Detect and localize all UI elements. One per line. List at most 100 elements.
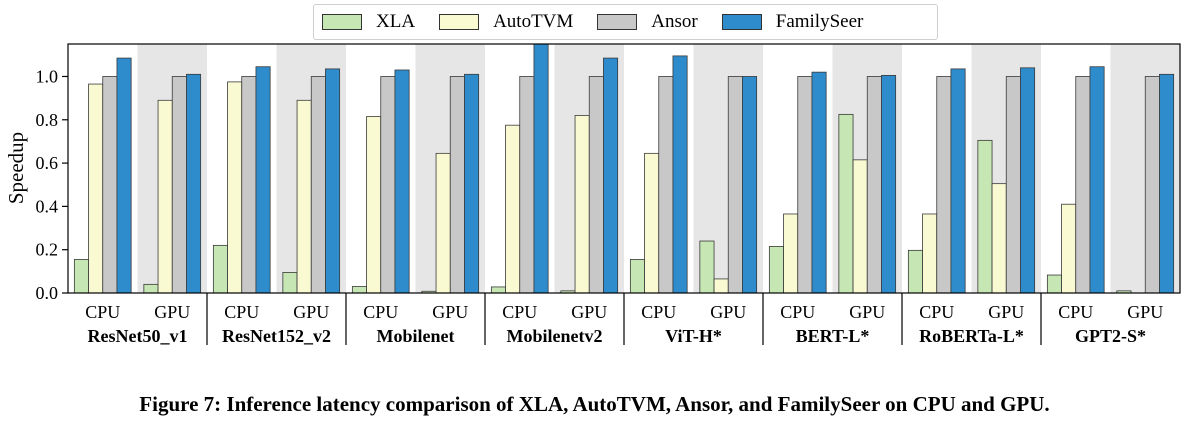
bar-familyseer xyxy=(1159,73,1175,294)
x-tick-label: GPU xyxy=(849,302,885,322)
bar-xla xyxy=(490,286,506,294)
bar-autotvm xyxy=(157,99,173,294)
bar-autotvm xyxy=(505,124,521,294)
bar-xla xyxy=(282,272,298,294)
bar-familyseer xyxy=(881,74,897,294)
bar-ansor xyxy=(936,76,952,294)
bar-autotvm xyxy=(88,83,104,294)
bar-familyseer xyxy=(742,76,758,294)
x-tick-label: CPU xyxy=(85,302,120,322)
axes: 0.0 0.2 0.4 0.6 0.8 1.0 CPU GPU CPU GPU CPU GPU CPU G… xyxy=(36,43,1181,346)
legend-item-autotvm: AutoTVM xyxy=(439,11,573,33)
x-tick-label: GPU xyxy=(571,302,607,322)
bar-ansor xyxy=(797,76,813,294)
group-label: ResNet50_v1 xyxy=(88,326,188,346)
bar-ansor xyxy=(588,76,604,294)
group-label: Mobilenet xyxy=(377,326,455,346)
bar-familyseer xyxy=(255,66,271,294)
bar-autotvm xyxy=(435,152,451,294)
legend-swatch xyxy=(721,14,762,30)
x-tick-label: GPU xyxy=(293,302,329,322)
bar-autotvm xyxy=(227,81,243,294)
group-label: BERT-L* xyxy=(796,326,870,346)
x-tick-label: CPU xyxy=(1058,302,1093,322)
chart: 0.0 0.2 0.4 0.6 0.8 1.0 CPU GPU CPU GPU CPU GPU CPU G… xyxy=(4,43,1181,346)
y-axis-label: Speedup xyxy=(4,132,28,204)
bar-familyseer xyxy=(325,68,341,294)
bar-xla xyxy=(977,139,993,294)
group-label: ResNet152_v2 xyxy=(222,326,331,346)
bar-ansor xyxy=(1144,76,1160,294)
bar-autotvm xyxy=(991,183,1007,294)
bar-autotvm xyxy=(713,278,729,294)
bar-familyseer xyxy=(394,69,410,294)
bar-xla xyxy=(73,259,89,294)
bar-xla xyxy=(699,240,715,294)
legend-item-ansor: Ansor xyxy=(597,11,698,33)
bar-autotvm xyxy=(574,115,590,294)
bar-xla xyxy=(143,283,159,294)
x-tick-label: GPU xyxy=(432,302,468,322)
x-tick-label: CPU xyxy=(224,302,259,322)
bar-xla xyxy=(838,113,854,294)
bars xyxy=(73,43,1175,294)
bar-autotvm xyxy=(296,99,312,294)
x-tick-label: CPU xyxy=(641,302,676,322)
x-tick-label: GPU xyxy=(988,302,1024,322)
bar-ansor xyxy=(1005,76,1021,294)
legend-label: Ansor xyxy=(651,11,698,32)
bar-familyseer xyxy=(186,73,202,294)
bar-autotvm xyxy=(852,159,868,294)
bar-xla xyxy=(351,286,367,294)
legend-item-familyseer: FamilySeer xyxy=(721,11,864,33)
figure-caption: Figure 7: Inference latency comparison o… xyxy=(139,392,1050,416)
y-tick-label: 0.8 xyxy=(36,110,59,130)
bar-familyseer xyxy=(1020,67,1036,294)
bar-ansor xyxy=(658,76,674,294)
legend-swatch xyxy=(322,14,362,30)
bar-familyseer xyxy=(672,55,688,294)
x-tick-label: CPU xyxy=(502,302,537,322)
legend-label: AutoTVM xyxy=(493,11,574,32)
bar-autotvm xyxy=(922,213,938,294)
bar-ansor xyxy=(727,76,743,294)
legend: XLA AutoTVM Ansor FamilySeer xyxy=(313,4,938,40)
bar-ansor xyxy=(449,76,465,294)
bar-familyseer xyxy=(464,73,480,294)
bar-ansor xyxy=(519,76,535,294)
bar-autotvm xyxy=(644,152,660,294)
x-tick-label: CPU xyxy=(363,302,398,322)
bar-ansor xyxy=(866,76,882,294)
bar-ansor xyxy=(1075,76,1091,294)
bar-ansor xyxy=(171,76,187,294)
bar-familyseer xyxy=(950,68,966,294)
bar-xla xyxy=(629,259,645,294)
bar-xla xyxy=(212,244,228,294)
bar-ansor xyxy=(380,76,396,294)
y-tick-label: 0.6 xyxy=(36,153,59,173)
x-tick-label: CPU xyxy=(919,302,954,322)
y-tick-label: 1.0 xyxy=(36,66,59,86)
y-tick-label: 0.2 xyxy=(36,240,59,260)
bar-autotvm xyxy=(366,116,382,294)
group-label: ViT-H* xyxy=(665,326,722,346)
bar-familyseer xyxy=(533,43,549,294)
bar-ansor xyxy=(310,76,326,294)
group-label: RoBERTa-L* xyxy=(919,326,1024,346)
bar-familyseer xyxy=(811,71,827,294)
group-label: Mobilenetv2 xyxy=(507,326,603,346)
y-tick-label: 0.4 xyxy=(36,196,59,216)
bar-xla xyxy=(907,249,923,294)
legend-label: XLA xyxy=(376,11,416,32)
x-tick-label: GPU xyxy=(1127,302,1163,322)
bar-autotvm xyxy=(783,213,799,294)
bar-ansor xyxy=(102,76,118,294)
bar-xla xyxy=(768,246,784,294)
bar-ansor xyxy=(241,76,257,294)
legend-swatch xyxy=(597,14,638,30)
bar-autotvm xyxy=(1061,203,1077,294)
legend-label: FamilySeer xyxy=(775,11,864,32)
bar-xla xyxy=(1046,274,1062,294)
x-tick-label: GPU xyxy=(710,302,746,322)
group-label: GPT2-S* xyxy=(1075,326,1146,346)
